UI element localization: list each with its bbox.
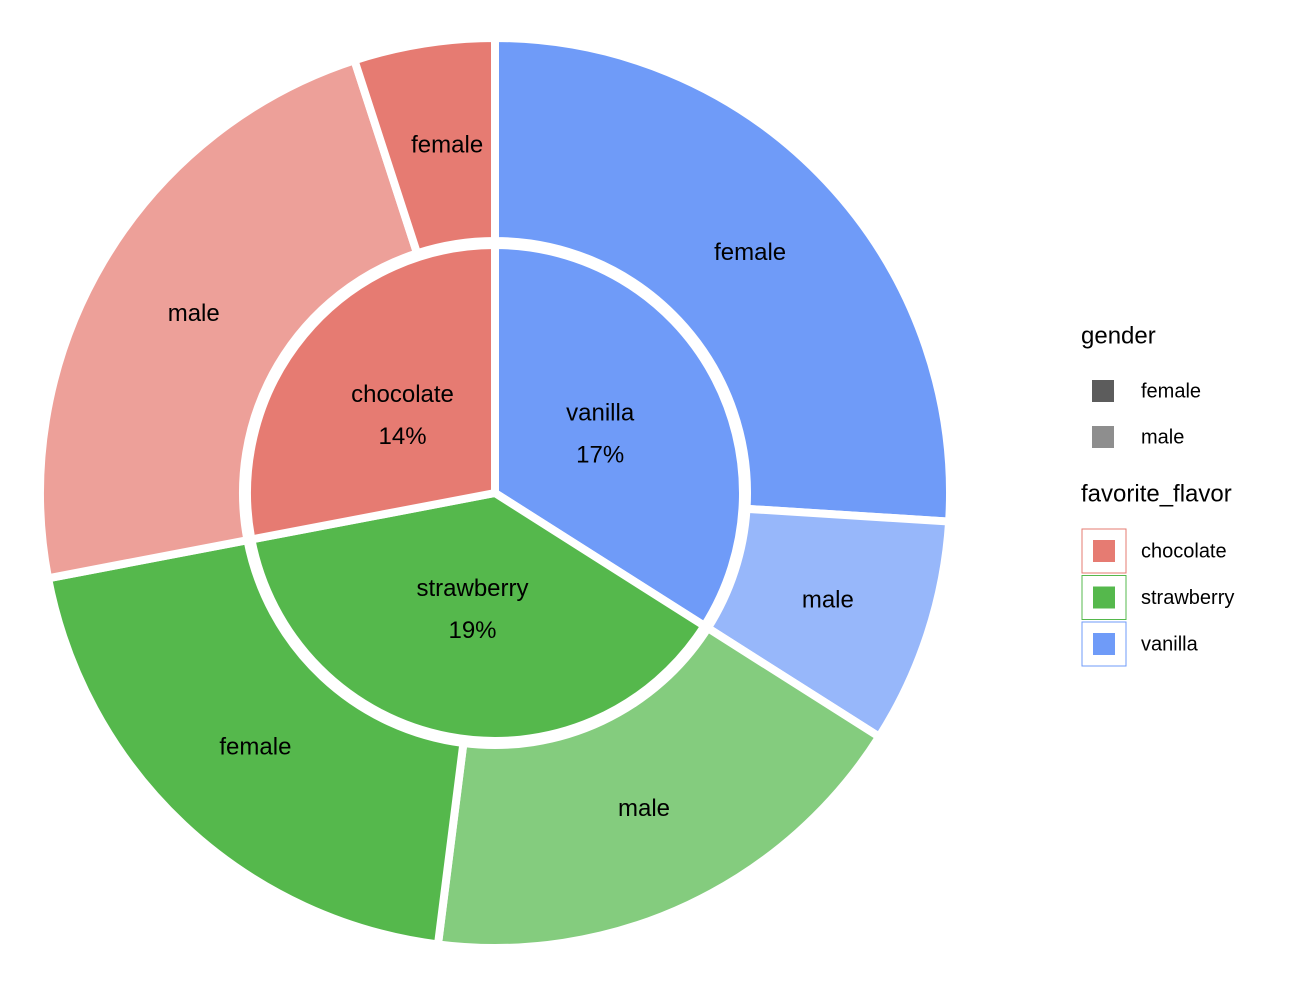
- percent-label: 17%: [576, 442, 624, 469]
- outer-slice: [491, 34, 954, 526]
- outer-slice: [36, 56, 422, 583]
- legend-label: strawberry: [1141, 587, 1234, 609]
- gender-label: male: [802, 586, 854, 613]
- legend-swatch: [1092, 380, 1114, 402]
- gender-label: female: [714, 239, 786, 266]
- legend-label: chocolate: [1141, 540, 1227, 562]
- inner-slice: [247, 489, 709, 745]
- flavor-label: vanilla: [566, 400, 635, 427]
- flavor-label: chocolate: [351, 381, 454, 408]
- flavor-label: strawberry: [416, 575, 528, 602]
- legend-label: vanilla: [1141, 633, 1199, 655]
- gender-label: female: [411, 132, 483, 159]
- percent-label: 14%: [379, 423, 427, 450]
- gender-label: male: [618, 795, 670, 822]
- legend-label: female: [1141, 380, 1201, 402]
- legend-title: gender: [1081, 322, 1156, 349]
- legend-title: favorite_flavor: [1081, 480, 1232, 507]
- outer-slice: [44, 536, 468, 949]
- outer-slice: [350, 34, 499, 258]
- gender-label: female: [219, 733, 291, 760]
- legend-label: male: [1141, 426, 1184, 448]
- legend-swatch: [1093, 633, 1115, 655]
- percent-label: 19%: [448, 617, 496, 644]
- outer-slice: [433, 624, 884, 952]
- gender-label: male: [168, 300, 220, 327]
- legend-swatch: [1092, 426, 1114, 448]
- inner-slice: [243, 241, 499, 544]
- legend-swatch: [1093, 586, 1115, 609]
- legend-swatch: [1093, 540, 1115, 562]
